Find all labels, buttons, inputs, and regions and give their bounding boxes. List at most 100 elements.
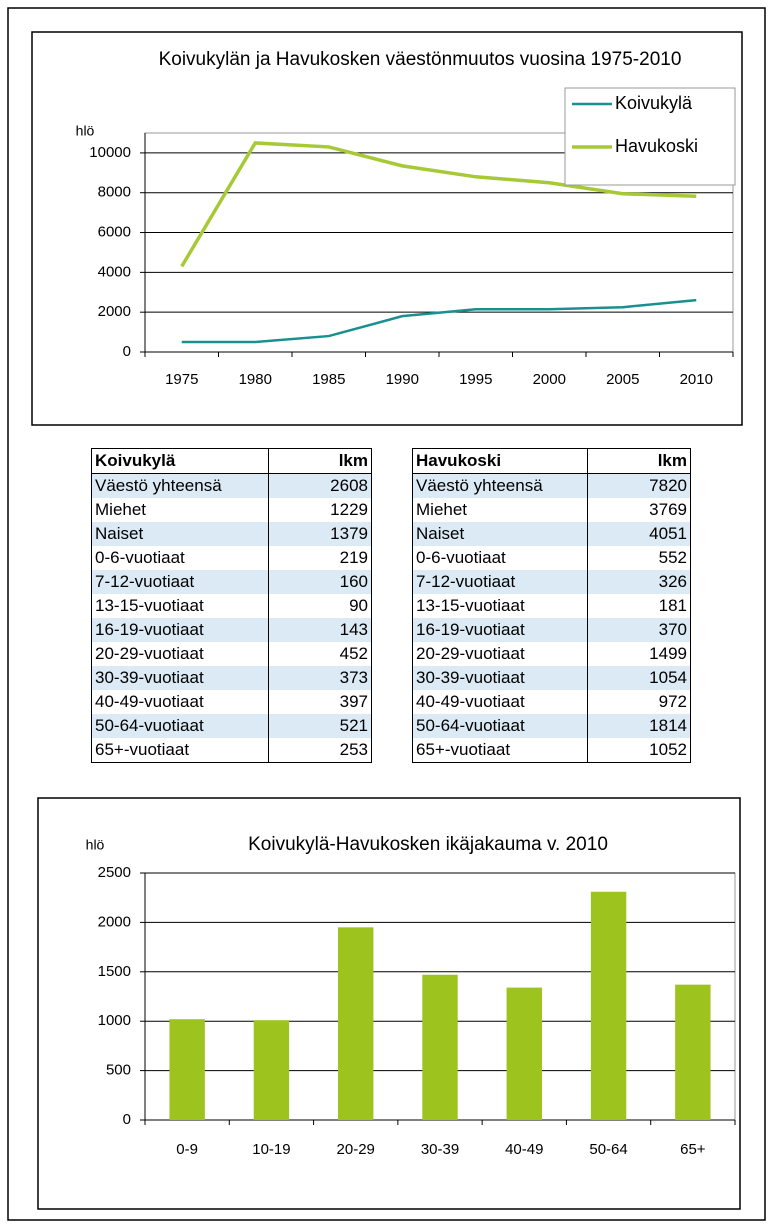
x-tick-label: 10-19 — [252, 1141, 290, 1158]
label-cell: 30-39-vuotiaat — [91, 666, 269, 690]
y-tick-label: 1500 — [98, 963, 131, 980]
table-row: 7-12-vuotiaat 160 — [91, 570, 372, 594]
count-cell: lkm — [587, 448, 691, 474]
label-cell: Miehet — [95, 500, 147, 519]
line-series — [181, 298, 697, 344]
label-cell: Koivukylä — [91, 448, 269, 474]
table-row: 65+-vuotiaat 253 — [92, 738, 372, 763]
x-tick-label: 1980 — [239, 371, 272, 388]
count-cell: 552 — [587, 546, 691, 570]
bar — [422, 974, 458, 1120]
y-tick-label: 0 — [123, 343, 131, 360]
label-cell: 16-19-vuotiaat — [412, 618, 588, 642]
count-cell: 181 — [587, 594, 691, 618]
x-tick-label: 30-39 — [421, 1141, 459, 1158]
bar — [675, 984, 711, 1120]
table-row: Naiset 1379 — [91, 522, 372, 546]
table-row: 7-12-vuotiaat 326 — [412, 570, 691, 594]
y-tick-label: 0 — [123, 1111, 131, 1128]
x-tick-label: 0-9 — [176, 1141, 198, 1158]
count-cell: 7820 — [587, 473, 691, 498]
population-table: Koivukylä lkm Väestö yhteensä 2608 Miehet 122… — [91, 448, 372, 763]
x-tick-label: 2010 — [680, 371, 713, 388]
table-row: 16-19-vuotiaat 370 — [412, 618, 691, 642]
label-cell: 20-29-vuotiaat — [416, 644, 525, 663]
bar — [506, 987, 542, 1120]
table-row: Väestö yhteensä 7820 — [412, 473, 691, 498]
bar — [253, 1020, 290, 1120]
population-table: Havukoski lkm Väestö yhteensä 7820 Miehet 376… — [412, 448, 691, 763]
bar — [338, 927, 374, 1120]
table-row: 13-15-vuotiaat 181 — [413, 594, 691, 618]
header-row: Havukoski lkm — [412, 448, 691, 474]
y-tick-label: 1000 — [98, 1012, 131, 1029]
chart-title: Koivukylän ja Havukosken väestönmuutos v… — [159, 49, 682, 70]
label-cell: 16-19-vuotiaat — [91, 618, 269, 642]
table-row: 20-29-vuotiaat 452 — [92, 642, 372, 666]
label-cell: Väestö yhteensä — [412, 473, 588, 498]
x-tick-label: 40-49 — [505, 1141, 543, 1158]
count-cell: 452 — [268, 642, 372, 666]
label-cell: Naiset — [91, 522, 269, 546]
y-tick-label: 2500 — [98, 864, 131, 881]
label-cell: Väestö yhteensä — [91, 473, 269, 498]
label-cell: 0-6-vuotiaat — [95, 548, 185, 567]
label-cell: Naiset — [412, 522, 588, 546]
y-tick-label: 10000 — [89, 144, 131, 161]
y-tick-label: 500 — [106, 1062, 131, 1079]
table-row: Miehet 3769 — [413, 498, 691, 522]
y-tick-label: 4000 — [98, 263, 131, 280]
bar — [590, 891, 627, 1120]
count-cell: 1814 — [587, 714, 691, 738]
x-tick-label: 50-64 — [589, 1141, 627, 1158]
count-cell: 370 — [587, 618, 691, 642]
label-cell: 50-64-vuotiaat — [412, 714, 588, 738]
label-cell: 50-64-vuotiaat — [91, 714, 269, 738]
table-row: 40-49-vuotiaat 972 — [413, 690, 691, 714]
header-row: Koivukylä lkm — [91, 448, 372, 474]
chart-frame — [37, 797, 741, 1210]
label-cell: 7-12-vuotiaat — [91, 570, 269, 594]
label-cell: 65+-vuotiaat — [416, 740, 511, 759]
label-cell: 7-12-vuotiaat — [412, 570, 588, 594]
count-cell: 4051 — [587, 522, 691, 546]
x-tick-label: 1995 — [459, 371, 492, 388]
x-tick-label: 20-29 — [337, 1141, 375, 1158]
y-tick-label: 8000 — [98, 184, 131, 201]
page-frame — [7, 7, 766, 1221]
y-axis-label: hlö — [76, 123, 95, 139]
count-cell: 1499 — [587, 642, 691, 666]
table-row: 50-64-vuotiaat 1814 — [412, 714, 691, 738]
count-cell: 1229 — [268, 498, 372, 522]
y-tick-label: 6000 — [98, 224, 131, 241]
count-cell: 143 — [268, 618, 372, 642]
count-cell: lkm — [268, 448, 372, 474]
label-cell: Miehet — [416, 500, 468, 519]
chart-title: Koivukylä-Havukosken ikäjakauma v. 2010 — [248, 834, 608, 855]
count-cell: 326 — [587, 570, 691, 594]
count-cell: 160 — [268, 570, 372, 594]
table-row: 16-19-vuotiaat 143 — [91, 618, 372, 642]
table-row: 50-64-vuotiaat 521 — [91, 714, 372, 738]
table-row: Väestö yhteensä 2608 — [91, 473, 372, 498]
y-axis-label: hlö — [86, 837, 105, 853]
x-tick-label: 2005 — [606, 371, 639, 388]
label-cell: 40-49-vuotiaat — [416, 692, 525, 711]
label-cell: 20-29-vuotiaat — [95, 644, 204, 663]
count-cell: 1379 — [268, 522, 372, 546]
count-cell: 1052 — [587, 738, 691, 763]
label-cell: 40-49-vuotiaat — [95, 692, 204, 711]
label-cell: 0-6-vuotiaat — [416, 548, 506, 567]
count-cell: 90 — [268, 594, 372, 618]
count-cell: 521 — [268, 714, 372, 738]
table-row: 40-49-vuotiaat 397 — [92, 690, 372, 714]
label-cell: 65+-vuotiaat — [95, 740, 190, 759]
count-cell: 373 — [268, 666, 372, 690]
x-tick-label: 1975 — [165, 371, 198, 388]
count-cell: 2608 — [268, 473, 372, 498]
table-row: Naiset 4051 — [412, 522, 691, 546]
count-cell: 397 — [268, 690, 372, 714]
x-tick-label: 1985 — [312, 371, 345, 388]
